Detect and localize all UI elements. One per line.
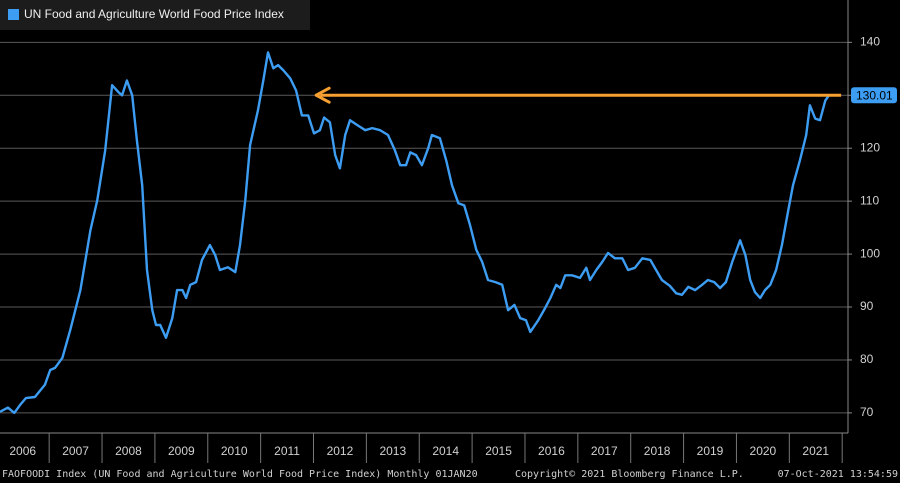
x-tick-label: 2016 <box>538 444 565 458</box>
x-tick-label: 2012 <box>327 444 354 458</box>
x-tick-label: 2017 <box>591 444 618 458</box>
legend-box <box>0 0 310 30</box>
x-tick-label: 2018 <box>644 444 671 458</box>
y-tick-label: 90 <box>860 299 874 313</box>
grid <box>0 41 848 414</box>
y-tick-label: 140 <box>860 35 880 49</box>
x-tick-label: 2013 <box>379 444 406 458</box>
x-tick-label: 2021 <box>802 444 829 458</box>
x-tick-label: 2009 <box>168 444 195 458</box>
footer-right: 07-Oct-2021 13:54:59 <box>778 469 898 480</box>
series-line <box>0 51 830 415</box>
marks <box>0 51 830 415</box>
y-tick-label: 80 <box>860 352 874 366</box>
x-tick-label: 2014 <box>432 444 459 458</box>
x-tick-label: 2008 <box>115 444 142 458</box>
footer-center: Copyright© 2021 Bloomberg Finance L.P. <box>515 469 744 480</box>
x-tick-label: 2011 <box>274 444 300 458</box>
x-tick-label: 2006 <box>9 444 36 458</box>
x-tick-label: 2007 <box>62 444 89 458</box>
footer-left: FAOFOODI Index (UN Food and Agriculture … <box>2 469 478 480</box>
arrow-head <box>314 86 331 104</box>
x-tick-label: 2020 <box>750 444 777 458</box>
x-tick-label: 2019 <box>697 444 724 458</box>
y-tick-label: 110 <box>860 193 879 207</box>
last-value-box <box>851 87 897 104</box>
x-tick-label: 2015 <box>485 444 512 458</box>
legend-swatch <box>8 9 19 20</box>
y-tick-label: 70 <box>860 405 874 419</box>
legend-label: UN Food and Agriculture World Food Price… <box>24 7 284 21</box>
y-tick-label: 100 <box>860 246 880 260</box>
last-value-label: 130.01 <box>856 88 893 102</box>
y-tick-label: 120 <box>860 140 880 154</box>
x-tick-label: 2010 <box>221 444 248 458</box>
